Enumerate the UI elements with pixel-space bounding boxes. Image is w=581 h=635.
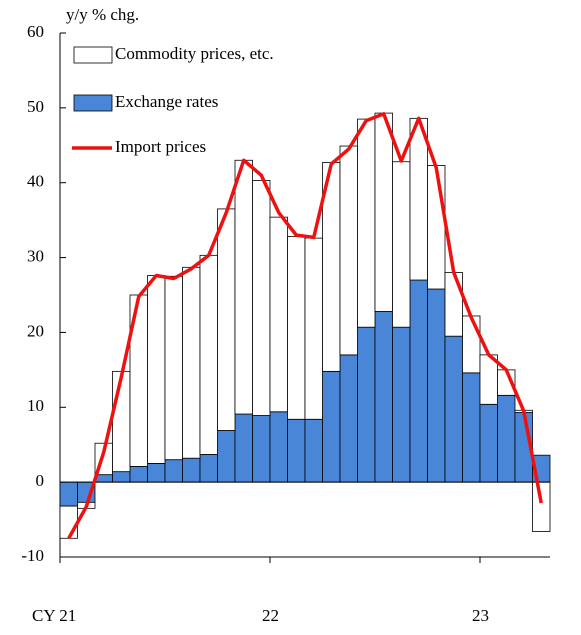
- legend-label: Exchange rates: [115, 92, 218, 111]
- bar: [427, 288, 446, 483]
- bar: [164, 459, 183, 483]
- bar: [164, 275, 183, 461]
- x-tick-label: CY 21: [32, 606, 76, 625]
- bar: [444, 335, 463, 483]
- bar: [532, 481, 551, 532]
- y-tick-label: 20: [27, 321, 44, 340]
- bar: [217, 430, 236, 483]
- bar: [287, 418, 306, 483]
- bar: [304, 237, 323, 420]
- bar: [199, 454, 218, 483]
- line: [67, 112, 543, 540]
- bar: [392, 161, 411, 328]
- bar: [147, 463, 166, 483]
- bar: [112, 370, 131, 473]
- bar: [304, 418, 323, 483]
- bar: [287, 236, 306, 420]
- y-tick-label: 40: [27, 172, 44, 191]
- bar: [339, 145, 358, 356]
- bar: [322, 370, 341, 483]
- y-tick-label: 30: [27, 246, 44, 265]
- bar: [409, 117, 428, 281]
- bar: [234, 159, 253, 415]
- legend-label: Import prices: [115, 137, 206, 156]
- y-tick-label: 60: [27, 22, 44, 41]
- bar: [59, 481, 78, 507]
- bar: [199, 254, 218, 455]
- bar: [462, 372, 481, 483]
- bar: [374, 311, 393, 483]
- bar: [479, 403, 498, 483]
- bar: [252, 415, 271, 483]
- bar: [357, 326, 376, 483]
- y-axis-label: y/y % chg.: [66, 5, 139, 24]
- bar: [427, 165, 446, 290]
- y-tick-label: 10: [27, 396, 44, 415]
- y-tick-label: -10: [21, 546, 44, 565]
- bar: [374, 112, 393, 312]
- x-tick-label: 22: [262, 606, 279, 625]
- bar: [182, 266, 201, 459]
- bar: [357, 118, 376, 328]
- bar: [252, 180, 271, 416]
- legend-label: Commodity prices, etc.: [115, 44, 274, 63]
- y-tick-label: 50: [27, 97, 44, 116]
- y-tick-label: 0: [36, 471, 45, 490]
- bar: [217, 208, 236, 431]
- bar: [112, 471, 131, 483]
- bar: [269, 216, 288, 413]
- bar: [462, 315, 481, 374]
- bar: [444, 272, 463, 337]
- bar: [392, 326, 411, 483]
- bar: [339, 354, 358, 483]
- bar: [269, 411, 288, 483]
- legend-swatch: [73, 46, 113, 64]
- bar: [497, 394, 516, 483]
- legend-swatch: [73, 94, 113, 112]
- x-tick-label: 23: [472, 606, 489, 625]
- bar: [59, 505, 78, 539]
- bar: [234, 413, 253, 483]
- bar: [182, 457, 201, 483]
- bar: [129, 466, 148, 483]
- bar: [147, 275, 166, 464]
- bar: [409, 279, 428, 483]
